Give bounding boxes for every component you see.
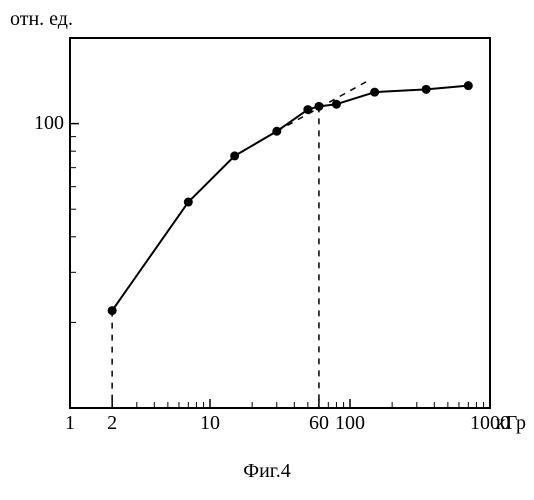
- x-tick-label: 2: [107, 412, 117, 435]
- y-tick-label: 100: [34, 112, 64, 135]
- chart-svg: [0, 0, 534, 500]
- x-axis-unit: кГр: [496, 412, 526, 435]
- x-tick-label: 100: [335, 412, 365, 435]
- figure-caption: Фиг.4: [0, 460, 534, 483]
- x-tick-label: 1: [65, 412, 75, 435]
- chart-container: отн. ед. 1210601001000100 кГр Фиг.4: [0, 0, 534, 500]
- x-tick-label: 60: [309, 412, 329, 435]
- x-tick-label: 10: [200, 412, 220, 435]
